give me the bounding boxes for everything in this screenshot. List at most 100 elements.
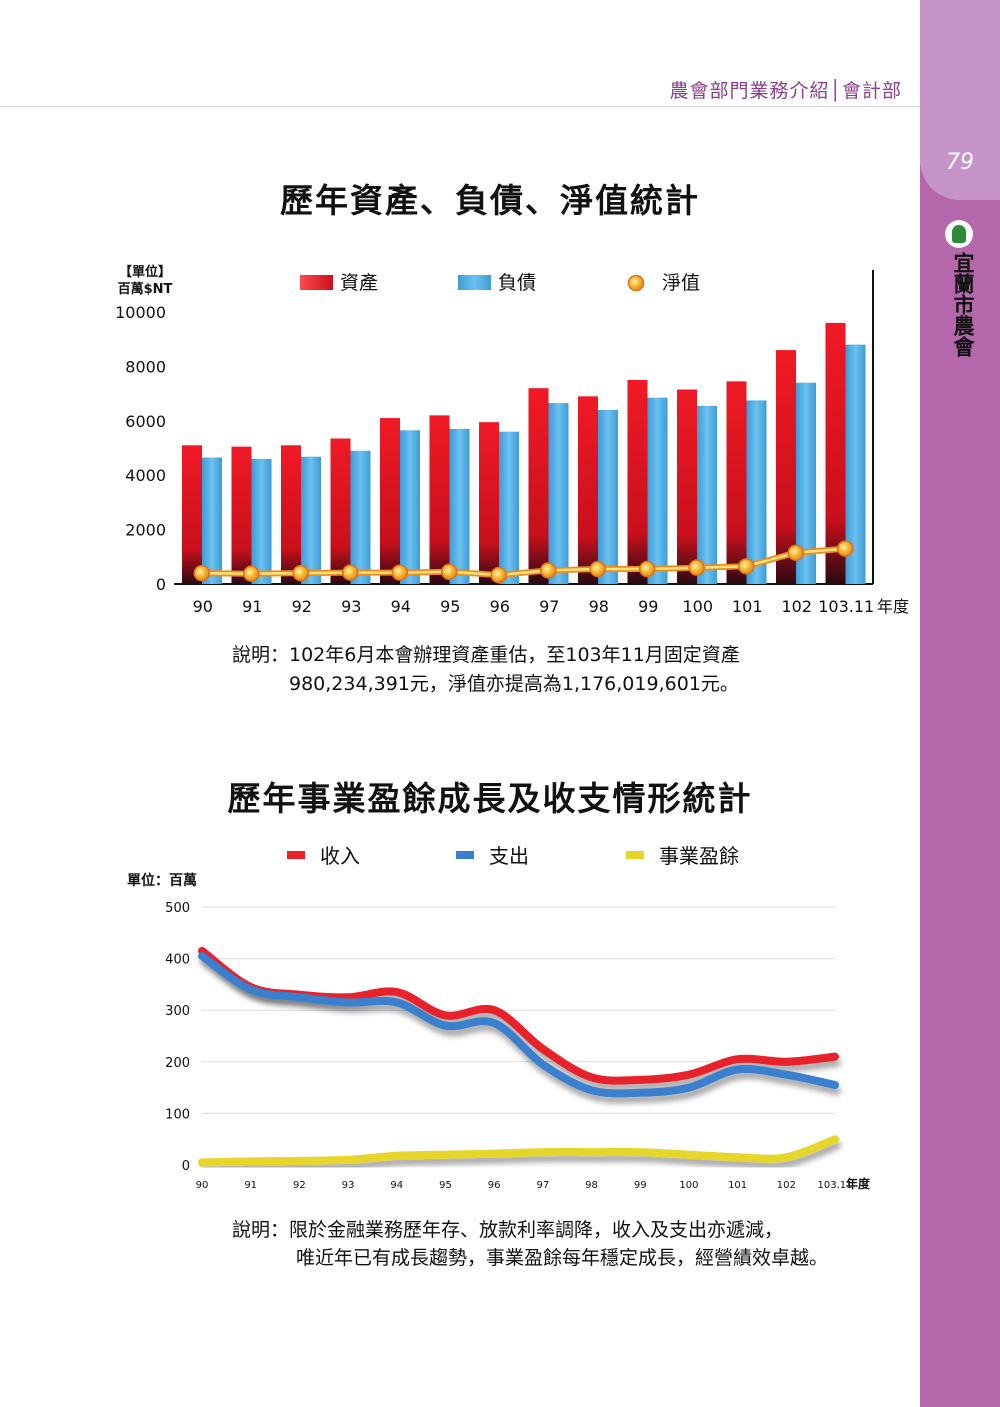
asset-bar (231, 446, 252, 584)
legend-business-surplus-label: 事業盈餘 (659, 844, 739, 868)
chart1-note-line2: 980,234,391元，淨值亦提高為1,176,019,601元。 (289, 673, 739, 695)
page-number: 79 (946, 150, 974, 175)
chart1-bar-chart: 0 2000 4000 6000 8000 10000 【單位】百萬$NT 90 91 92 93 9… (115, 264, 909, 616)
legend-asset-swatch (300, 275, 333, 290)
x-tick-label: 93 (341, 597, 361, 616)
business-surplus-line (198, 1135, 839, 1167)
y-tick-label: 0 (182, 1159, 190, 1174)
chart2-title: 歷年事業盈餘成長及收支情形統計 (227, 779, 753, 818)
x-tick-label: 90 (196, 1180, 209, 1191)
net-worth-point (243, 565, 260, 582)
liability-bar (796, 382, 816, 584)
legend-expense-label: 支出 (489, 844, 529, 868)
x-tick-label: 98 (589, 597, 609, 616)
x-axis-label: 年度 (877, 597, 909, 616)
net-worth-point (292, 564, 309, 582)
y-tick-label: 100 (165, 1107, 190, 1122)
sidebar-tab (920, 0, 1000, 200)
chart2-note-line2: 唯近年已有成長趨勢，事業盈餘每年穩定成長，經營績效卓越。 (296, 1247, 829, 1269)
asset-bar (677, 389, 697, 584)
x-tick-label: 96 (490, 597, 510, 616)
liability-bar (400, 430, 420, 584)
x-tick-label: 103.11 (818, 1180, 853, 1191)
org-name: 宜蘭市農會 (951, 252, 975, 357)
x-tick-label: 92 (293, 1180, 306, 1191)
liability-bar (251, 458, 272, 584)
net-worth-point (787, 544, 804, 561)
asset-bar (528, 388, 549, 584)
x-tick-label: 97 (539, 597, 559, 616)
header-divider (0, 106, 920, 107)
y-tick-label: 10000 (115, 303, 166, 322)
x-tick-label: 92 (292, 597, 312, 616)
x-tick-label: 98 (585, 1180, 598, 1191)
liability-bar (697, 405, 717, 584)
revenue-line (198, 946, 839, 1085)
asset-bar (726, 381, 747, 584)
asset-bar (380, 418, 400, 584)
asset-bar (825, 322, 846, 584)
liability-bar (746, 400, 767, 584)
net-worth-point (441, 563, 458, 581)
unit-label-line2: 百萬$NT (118, 281, 173, 297)
net-worth-point (738, 558, 755, 575)
unit-label-line1: 【單位】 (119, 264, 171, 280)
x-tick-label: 102 (781, 597, 812, 616)
x-tick-label: 103.11 (818, 597, 874, 616)
liability-bar (449, 428, 470, 584)
net-worth-point (540, 562, 557, 579)
liability-bar (598, 409, 618, 584)
leaf-logo-icon (945, 220, 973, 248)
x-tick-label: 94 (391, 597, 411, 616)
asset-bar (281, 445, 301, 584)
chart2-line-chart: 0 100 200 300 400 500 90 91 92 93 94 95 96 97 98 99 100 1… (127, 844, 871, 1191)
x-tick-label: 102 (777, 1180, 796, 1191)
x-tick-label: 101 (732, 597, 763, 616)
liability-bar (499, 431, 519, 584)
net-worth-point (837, 540, 854, 557)
y-tick-label: 200 (165, 1056, 190, 1071)
asset-bar (578, 396, 598, 584)
x-tick-label: 100 (679, 1180, 698, 1191)
x-tick-label: 99 (634, 1180, 647, 1191)
x-tick-label: 91 (242, 597, 262, 616)
legend-business-surplus-swatch (626, 851, 644, 859)
net-worth-point (589, 560, 606, 578)
liability-bar (548, 403, 569, 584)
x-tick-label: 93 (342, 1180, 355, 1191)
x-tick-label: 100 (682, 597, 713, 616)
net-worth-point (490, 566, 507, 584)
net-worth-point (639, 560, 656, 578)
x-tick-label: 99 (638, 597, 658, 616)
expense-line (198, 952, 839, 1098)
unit-label: 單位：百萬 (127, 872, 197, 889)
net-worth-point (688, 559, 705, 576)
asset-bar (627, 380, 648, 584)
legend-revenue-label: 收入 (320, 844, 360, 868)
x-tick-label: 95 (439, 1180, 452, 1191)
x-tick-label: 101 (728, 1180, 747, 1191)
legend-liability-swatch (458, 275, 491, 290)
y-tick-label: 2000 (125, 521, 166, 540)
y-tick-label: 6000 (125, 412, 166, 431)
y-tick-label: 0 (156, 575, 166, 594)
chart1-title: 歷年資產、負債、淨值統計 (280, 181, 700, 220)
legend-net-worth-marker (627, 274, 645, 292)
x-tick-label: 95 (440, 597, 460, 616)
asset-bar (776, 350, 796, 584)
legend-liability-label: 負債 (498, 272, 536, 294)
x-tick-label: 97 (536, 1180, 549, 1191)
liability-bar (202, 457, 222, 584)
x-tick-label: 91 (244, 1180, 257, 1191)
legend-expense-swatch (456, 851, 474, 859)
y-tick-label: 300 (165, 1004, 190, 1019)
net-worth-point (391, 564, 408, 581)
legend-net-worth-label: 淨值 (662, 272, 700, 294)
x-tick-label: 90 (193, 597, 213, 616)
liability-bar (845, 344, 866, 584)
x-axis-label: 年度 (846, 1176, 871, 1191)
y-tick-label: 500 (165, 901, 190, 916)
liability-bar (647, 397, 668, 584)
liability-bar (301, 456, 321, 584)
asset-bar (182, 445, 202, 584)
